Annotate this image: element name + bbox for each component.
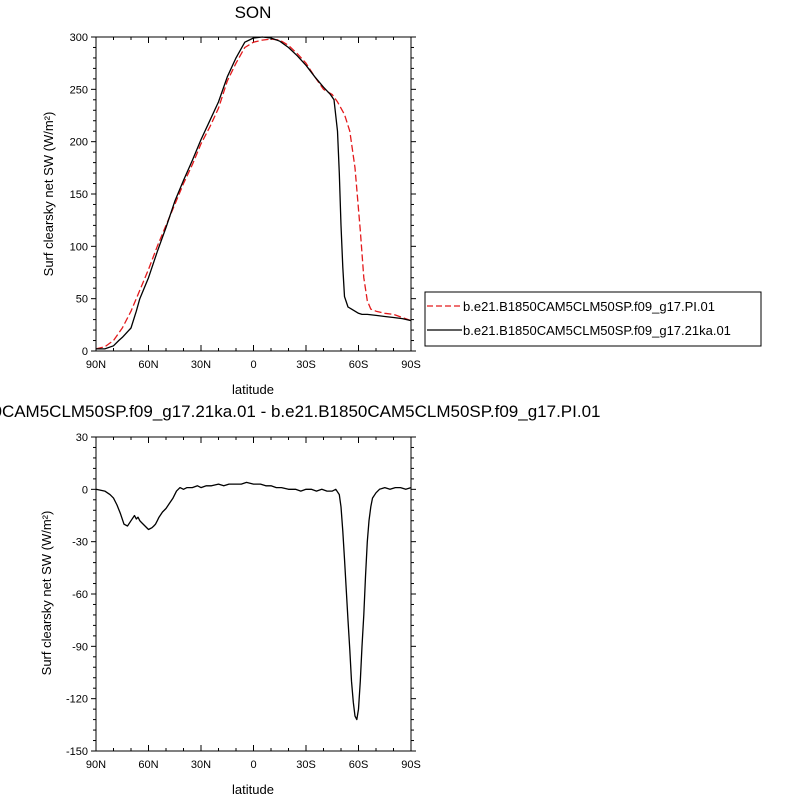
panel-top-x-tick-label: 30N	[191, 359, 211, 371]
panel-top-ticks: 90N 60N 30N 0 30S 60S 90S 0 50 100 150 200 250 300	[70, 32, 421, 371]
panel-bottom-x-tick-label: 60S	[349, 759, 369, 771]
panel-top: SON Surf clearsky net SW (W/m²) latitude…	[41, 3, 421, 397]
panel-top-y-axis-label: Surf clearsky net SW (W/m²)	[41, 112, 56, 277]
svg-text:Surf clearsky net SW (W/m²): Surf clearsky net SW (W/m²)	[39, 511, 54, 676]
panel-top-y-tick-label: 200	[70, 137, 88, 149]
panel-top-x-tick-label: 30S	[296, 359, 316, 371]
panel-top-y-axis-label-text: Surf clearsky net SW (W/m²)	[41, 112, 56, 277]
panel-bottom-series	[95, 481, 412, 721]
legend-box	[424, 291, 762, 347]
panel-bottom-plot-frame	[95, 436, 412, 752]
panel-bottom-y-tick-label: 0	[82, 484, 88, 496]
panel-bottom-x-tick-label: 60N	[138, 759, 158, 771]
panel-bottom-series-line-0	[95, 481, 412, 721]
panel-bottom-y-tick-label: -90	[72, 641, 88, 653]
legend-label-21ka: b.e21.B1850CAM5CLM50SP.f09_g17.21ka.01	[463, 323, 731, 338]
panel-top-y-tick-label: 50	[76, 294, 88, 306]
panel-top-x-tick-label: 0	[250, 359, 256, 371]
svg-text:Surf clearsky net SW (W/m²): Surf clearsky net SW (W/m²)	[41, 112, 56, 277]
panel-top-x-axis-label: latitude	[232, 382, 274, 397]
panel-top-y-tick-label: 300	[70, 32, 88, 44]
panel-bottom-y-tick-label: -60	[72, 589, 88, 601]
panel-top-y-tick-label: 100	[70, 241, 88, 253]
panel-bottom-y-tick-label: -150	[66, 746, 88, 758]
panel-top-title: SON	[235, 3, 272, 22]
panel-top-y-tick-label: 0	[82, 346, 88, 358]
panel-bottom-x-tick-label: 30N	[191, 759, 211, 771]
panel-top-y-tick-label: 150	[70, 189, 88, 201]
panel-bottom-y-tick-label: 30	[76, 432, 88, 444]
panel-top-x-tick-label: 90S	[401, 359, 421, 371]
panel-bottom-x-axis-label: latitude	[232, 782, 274, 797]
panel-bottom-x-tick-label: 0	[250, 759, 256, 771]
panel-top-y-tick-label: 250	[70, 84, 88, 96]
panel-top-series	[95, 36, 412, 350]
legend-label-pi: b.e21.B1850CAM5CLM50SP.f09_g17.PI.01	[463, 299, 715, 314]
panel-bottom: b.e21.B1850CAM5CLM50SP.f09_g17.21ka.01 -…	[0, 402, 600, 797]
panel-bottom-ticks: 90N 60N 30N 0 30S 60S 90S 30 0 -30 -60 -90 -120 -150	[66, 432, 421, 771]
panel-bottom-x-tick-label: 90N	[86, 759, 106, 771]
panel-bottom-x-tick-label: 90S	[401, 759, 421, 771]
panel-bottom-y-tick-label: -120	[66, 694, 88, 706]
panel-top-series-line-0	[95, 38, 412, 350]
panel-bottom-x-tick-label: 30S	[296, 759, 316, 771]
panel-bottom-y-axis-label-text: Surf clearsky net SW (W/m²)	[39, 511, 54, 676]
legend: b.e21.B1850CAM5CLM50SP.f09_g17.PI.01 b.e…	[424, 291, 762, 347]
panel-bottom-y-axis-label: Surf clearsky net SW (W/m²)	[39, 511, 54, 676]
panel-top-x-tick-label: 60S	[349, 359, 369, 371]
panel-top-x-tick-label: 90N	[86, 359, 106, 371]
panel-top-plot-frame	[95, 36, 412, 352]
panel-bottom-title: b.e21.B1850CAM5CLM50SP.f09_g17.21ka.01 -…	[0, 402, 600, 421]
panel-top-x-tick-label: 60N	[138, 359, 158, 371]
panel-bottom-y-tick-label: -30	[72, 537, 88, 549]
panel-top-series-line-1	[96, 36, 412, 350]
